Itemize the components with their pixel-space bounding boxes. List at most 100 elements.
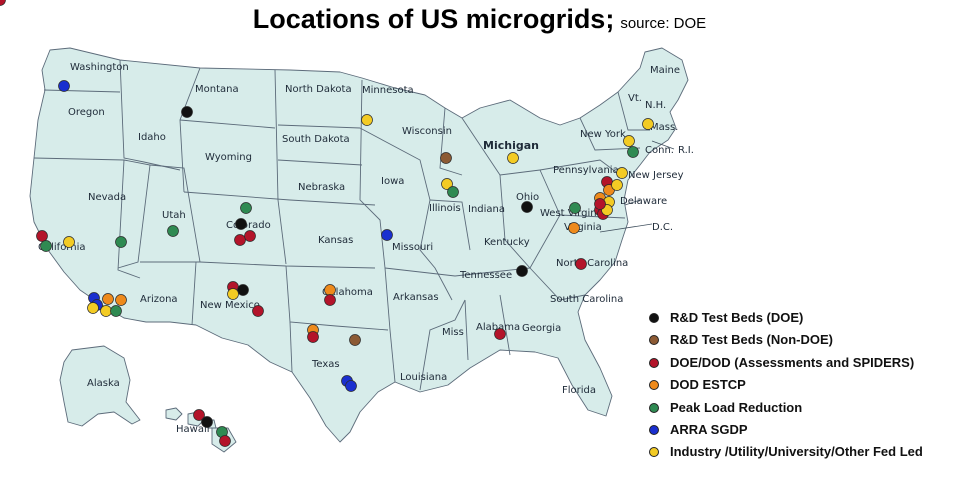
state-label-r-i: R.I. [678,145,694,156]
state-label-pennsylvania: Pennsylvania [553,165,619,176]
marker-peak-new-york [627,146,639,158]
state-label-new-york: New York [580,129,626,140]
legend-label-dod: DOE/DOD (Assessments and SPIDERS) [670,354,915,370]
state-label-florida: Florida [562,385,596,396]
legend-dot-rd_doe [649,313,659,323]
marker-estcp-oklahoma [324,284,336,296]
state-label-utah: Utah [162,210,186,221]
state-label-maine: Maine [650,65,680,76]
marker-industry-conn [642,118,654,130]
legend-label-industry: Industry /Utility/University/Other Fed L… [670,444,923,460]
state-label-vt: Vt. [628,93,642,104]
legend-label-estcp: DOD ESTCP [670,377,746,393]
label-leaders [599,140,675,233]
legend-dot-estcp [649,380,659,391]
state-label-texas: Texas [311,359,340,370]
marker-dod-mass [193,409,205,421]
state-label-north-dakota: North Dakota [285,84,352,95]
legend-label-arra: ARRA SGDP [670,421,748,437]
alaska-shape [59,345,141,427]
marker-industry-california [87,302,99,314]
marker-peak-nevada [115,236,127,248]
legend-dot-rd_nondoe [649,335,659,346]
state-label-mass: Mass. [650,122,678,133]
state-label-delaware: Delaware [620,196,667,207]
marker-rd_nondoe-wisconsin [440,152,452,164]
marker-estcp-virginia [568,222,580,234]
microgrid-markers [0,0,654,447]
state-label-michigan: Michigan [483,139,539,152]
state-label-kentucky: Kentucky [484,237,530,248]
state-label-oregon: Oregon [68,107,105,118]
state-label-georgia: Georgia [522,323,561,334]
state-label-conn: Conn. [645,145,674,156]
legend-label-peak: Peak Load Reduction [670,399,803,415]
state-label-minnesota: Minnesota [362,85,414,96]
state-label-wisconsin: Wisconsin [402,126,452,137]
state-label-new-jersey: New Jersey [628,170,684,181]
marker-rd_doe-colorado [235,218,247,230]
map-title: Locations of US microgrids; [252,4,615,34]
state-label-montana: Montana [195,84,239,95]
legend-dot-arra [649,424,659,435]
marker-rd_doe-tennessee [516,265,528,277]
legend-label-rd_doe: R&D Test Beds (DOE) [670,310,804,325]
marker-peak-california [40,240,52,252]
marker-dod-colorado [234,234,246,246]
marker-dod-hawaii [219,435,231,447]
state-label-south-dakota: South Dakota [282,134,350,145]
marker-peak-west-virginia [569,202,581,214]
state-label-nebraska: Nebraska [298,182,345,193]
marker-arra-washington [58,80,70,92]
state-label-alaska: Alaska [87,378,120,389]
map-subtitle: source: DOE [620,15,707,32]
marker-rd_doe-montana [181,106,193,118]
marker-peak-utah [167,225,179,237]
state-label-north-carolina: North Carolina [556,258,628,269]
state-label-arkansas: Arkansas [393,292,439,303]
state-label-d-c: D.C. [652,222,673,233]
state-label-washington: Washington [70,62,129,73]
state-label-indiana: Indiana [468,204,505,215]
marker-industry-pennsylvania [611,179,623,191]
state-label-virginia: Virginia [564,222,602,233]
marker-rd_nondoe-texas [349,334,361,346]
state-borders [33,59,650,391]
marker-dod-oklahoma [324,294,336,306]
state-label-california: California [38,242,86,253]
state-label-missouri: Missouri [392,242,433,253]
state-label-nevada: Nevada [88,192,126,203]
state-label-tennessee: Tennessee [459,270,512,281]
marker-industry-illinois [441,178,453,190]
legend-dot-peak [649,402,659,413]
marker-dod-hawaii [0,0,6,6]
state-label-louisiana: Louisiana [400,372,447,383]
state-label-hawaii: Hawaii [176,424,210,435]
marker-estcp-california [102,293,114,305]
marker-arra-texas [345,380,357,392]
marker-dod-virginia [594,198,606,210]
marker-dod-colorado [244,230,256,242]
state-label-alabama: Alabama [476,322,520,333]
contiguous-us-shape [29,47,689,443]
legend-dot-dod [649,357,659,368]
state-label-arizona: Arizona [140,294,178,305]
marker-industry-california [100,305,112,317]
legend-dot-industry [649,447,659,458]
marker-industry-minnesota [361,114,373,126]
state-label-colorado: Colorado [226,220,271,231]
state-label-new-mexico: New Mexico [200,300,260,311]
marker-industry-new-jersey [616,167,628,179]
state-label-miss: Miss [442,327,464,338]
state-label-west-virginia: West Virginia [540,208,605,219]
state-label-idaho: Idaho [138,132,166,143]
marker-estcp-california [115,294,127,306]
marker-peak-illinois [447,186,459,198]
marker-industry-michigan [507,152,519,164]
marker-dod-texas [307,331,319,343]
marker-peak-colorado [240,202,252,214]
state-label-iowa: Iowa [381,176,404,187]
marker-industry-new-mexico [227,288,239,300]
state-label-south-carolina: South Carolina [550,294,623,305]
